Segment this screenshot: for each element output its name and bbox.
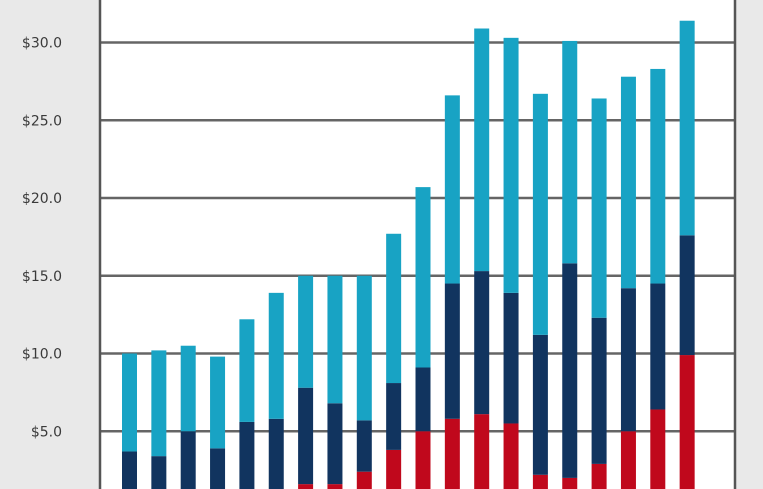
bar-stack (239, 319, 255, 489)
bar-segment (620, 431, 636, 489)
bar-segment (239, 421, 255, 489)
bar-segment (210, 356, 226, 449)
bar-stack (650, 68, 666, 489)
bar-stack (503, 37, 519, 489)
bar-segment (386, 233, 402, 384)
bar-segment (679, 235, 695, 356)
bar-stack (210, 356, 226, 489)
bar-segment (532, 334, 548, 475)
bar-segment (474, 28, 490, 272)
bar-segment (327, 275, 343, 404)
bar-segment (444, 95, 460, 284)
bar-stack (356, 275, 372, 489)
bar-stack (386, 233, 402, 489)
bar-segment (386, 449, 402, 489)
bar-segment (679, 20, 695, 236)
bar-stack (298, 275, 314, 489)
bar-stack (268, 292, 284, 489)
bar-segment (122, 451, 137, 489)
bar-stack (620, 76, 636, 489)
bar-segment (298, 275, 314, 388)
bar-segment (474, 271, 490, 415)
bar-segment (503, 423, 519, 489)
bar-segment (386, 383, 402, 450)
y-tick-label: $5.0 (31, 424, 62, 440)
bar-segment (327, 484, 343, 489)
bar-stack (532, 93, 548, 489)
bar-segment (620, 76, 636, 289)
bar-segment (650, 409, 666, 489)
bar-segment (503, 37, 519, 293)
bar-segment (562, 40, 578, 264)
bar-segment (151, 350, 167, 457)
bar-segment (122, 353, 137, 452)
bar-segment (180, 431, 196, 489)
bar-segment (415, 431, 431, 489)
bar-segment (268, 292, 284, 419)
bar-segment (444, 283, 460, 419)
bar-segment (562, 263, 578, 478)
bar-segment (180, 345, 196, 432)
bar-segment (620, 288, 636, 432)
bar-stack (474, 28, 490, 489)
bar-segment (356, 420, 372, 472)
bar-stack (591, 98, 607, 489)
bar-stack (444, 95, 460, 489)
bar-segment (356, 471, 372, 489)
y-tick-label: $15.0 (22, 269, 62, 285)
y-tick-label: $25.0 (22, 113, 62, 129)
bar-segment (415, 187, 431, 368)
bar-stack (415, 187, 431, 489)
bar-segment (679, 355, 695, 489)
bar-segment (327, 403, 343, 485)
bar-segment (151, 456, 167, 489)
bar-segment (532, 474, 548, 489)
bar-segment (356, 275, 372, 421)
bar-segment (591, 463, 607, 489)
bar-segment (298, 484, 314, 489)
bar-segment (444, 418, 460, 489)
bar-segment (474, 414, 490, 489)
y-tick-label: $30.0 (22, 36, 62, 52)
bar-segment (298, 387, 314, 485)
bar-stack (562, 40, 578, 489)
bar-series (122, 20, 695, 489)
bar-segment (503, 292, 519, 424)
bar-segment (562, 477, 578, 489)
bar-segment (591, 317, 607, 464)
bar-segment (415, 367, 431, 432)
bar-stack (180, 345, 196, 489)
bar-segment (239, 319, 255, 422)
bar-segment (650, 283, 666, 410)
bar-segment (591, 98, 607, 318)
bar-stack (327, 275, 343, 489)
bar-segment (210, 448, 226, 489)
y-tick-label: $10.0 (22, 347, 62, 363)
plot-frame (98, 0, 737, 489)
y-axis-tick-labels: $5.0 $10.0 $15.0 $20.0 $25.0 $30.0 (22, 36, 62, 441)
bar-segment (532, 93, 548, 335)
y-tick-label: $20.0 (22, 191, 62, 207)
bar-stack (679, 20, 695, 489)
bar-segment (268, 418, 284, 489)
bar-stack (122, 353, 137, 489)
bar-stack (151, 350, 167, 489)
bar-segment (650, 68, 666, 284)
